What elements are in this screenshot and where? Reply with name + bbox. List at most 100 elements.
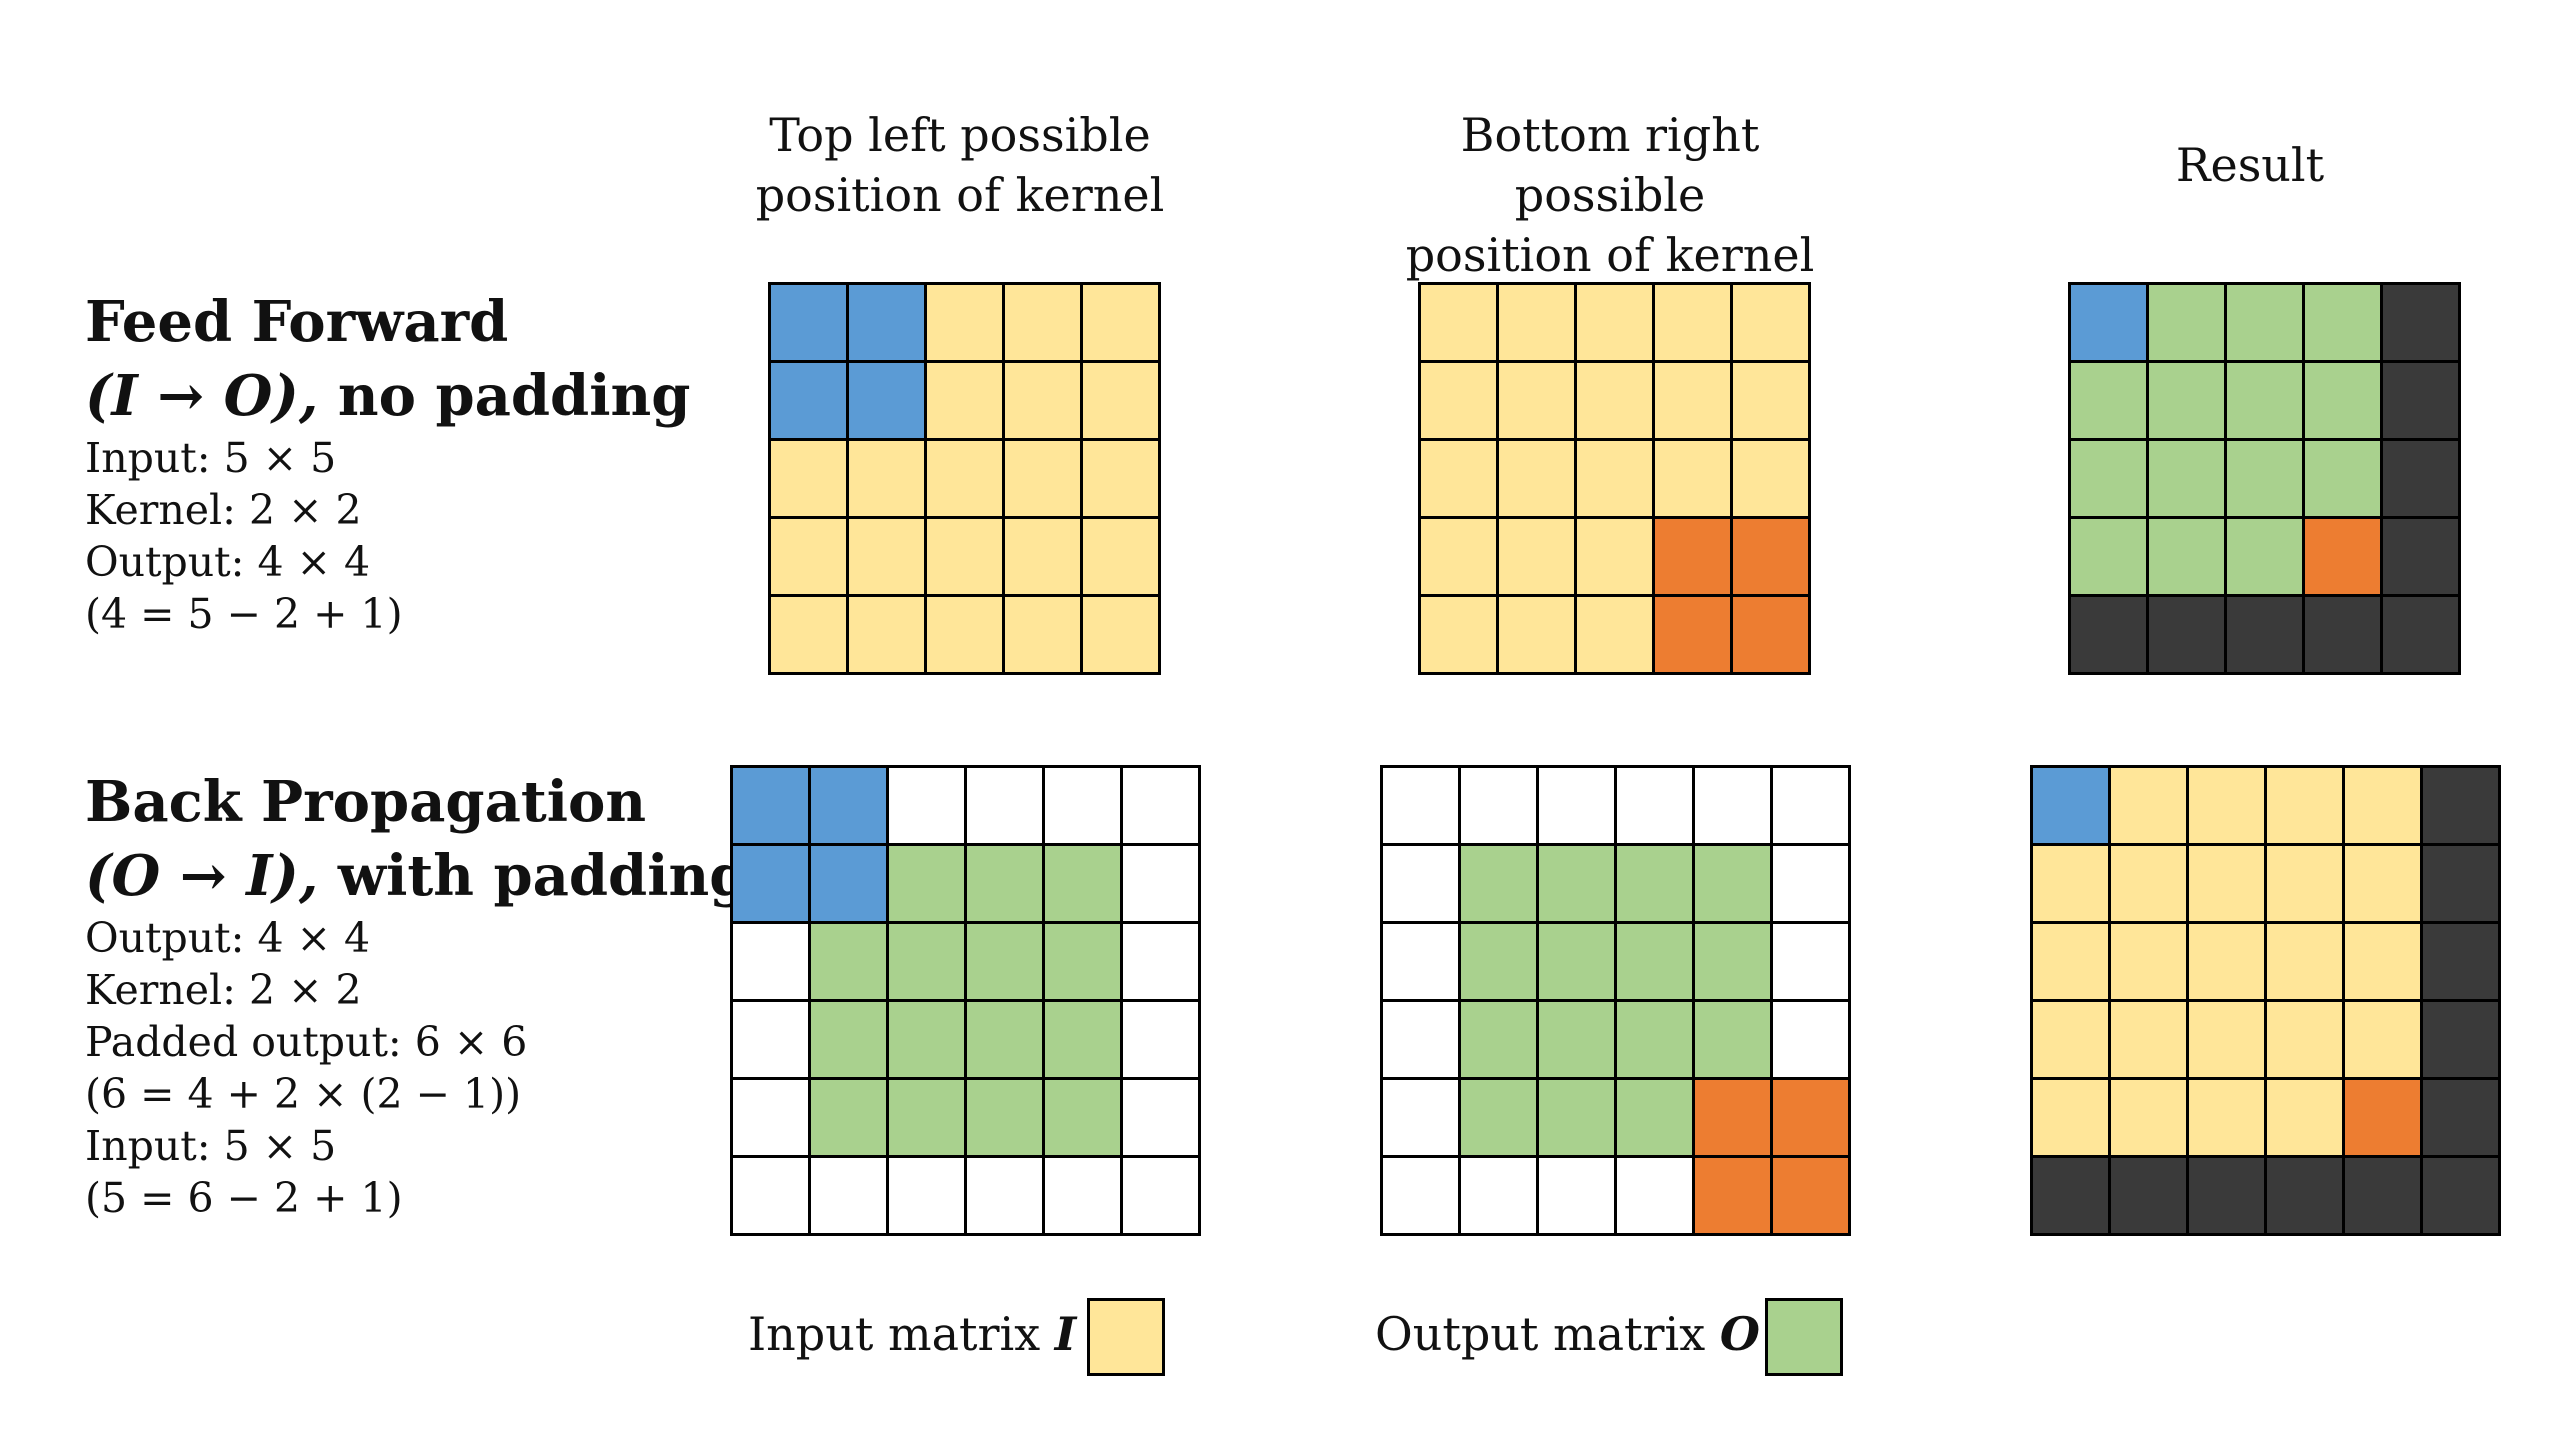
header-top-left-kernel: Top left possible position of kernel (740, 105, 1180, 225)
input-cell (2345, 1002, 2423, 1080)
input-cell (771, 519, 849, 597)
input-cell (2189, 1080, 2267, 1158)
excluded-cell (2189, 1158, 2267, 1236)
output-cell (1539, 1002, 1617, 1080)
feed-forward-title-line2: (I → O), no padding (85, 359, 690, 433)
header-bottom-right-line2: position of kernel (1405, 228, 1815, 282)
output-cell (967, 846, 1045, 924)
input-cell (1577, 441, 1655, 519)
padding-cell (1045, 768, 1123, 846)
excluded-cell (2305, 597, 2383, 675)
header-result: Result (2050, 135, 2450, 195)
input-cell (1421, 441, 1499, 519)
kernel-end-cell (1655, 519, 1733, 597)
output-cell (1617, 924, 1695, 1002)
feed-forward-padding-note: no padding (318, 363, 691, 429)
legend-input-label: Input matrix I (748, 1304, 1076, 1364)
input-cell (927, 363, 1005, 441)
output-cell (2071, 441, 2149, 519)
padding-cell (1617, 768, 1695, 846)
ff-line-equation: (4 = 5 − 2 + 1) (85, 590, 403, 638)
excluded-cell (2383, 441, 2461, 519)
output-cell (967, 1080, 1045, 1158)
output-cell (2305, 441, 2383, 519)
input-cell (1499, 519, 1577, 597)
input-cell (2189, 768, 2267, 846)
padding-cell (733, 1002, 811, 1080)
input-cell (2033, 924, 2111, 1002)
header-result-label: Result (2175, 138, 2325, 192)
input-cell (1499, 597, 1577, 675)
output-cell (2149, 519, 2227, 597)
input-cell (2111, 1080, 2189, 1158)
output-cell (889, 924, 967, 1002)
output-cell (2227, 363, 2305, 441)
padding-cell (733, 1080, 811, 1158)
input-cell (771, 441, 849, 519)
input-cell (2267, 768, 2345, 846)
header-top-left-line1: Top left possible (769, 108, 1151, 162)
input-cell (2345, 924, 2423, 1002)
output-cell (1539, 924, 1617, 1002)
output-cell (1045, 924, 1123, 1002)
kernel-end-cell (2345, 1080, 2423, 1158)
input-cell (1577, 363, 1655, 441)
output-cell (811, 1080, 889, 1158)
input-cell (1421, 597, 1499, 675)
kernel-end-cell (1773, 1080, 1851, 1158)
kernel-start-cell (849, 285, 927, 363)
padding-cell (733, 1158, 811, 1236)
input-cell (1083, 285, 1161, 363)
padding-cell (1123, 924, 1201, 1002)
input-cell (2345, 846, 2423, 924)
padding-cell (1773, 846, 1851, 924)
padding-cell (811, 1158, 889, 1236)
output-cell (1461, 924, 1539, 1002)
input-cell (927, 441, 1005, 519)
bp-line-output: Output: 4 × 4 (85, 914, 371, 962)
excluded-cell (2033, 1158, 2111, 1236)
input-cell (1421, 285, 1499, 363)
output-cell (1617, 1080, 1695, 1158)
bp-line-input-equation: (5 = 6 − 2 + 1) (85, 1174, 403, 1222)
output-cell (1617, 1002, 1695, 1080)
output-cell (1617, 846, 1695, 924)
kernel-end-cell (1733, 597, 1811, 675)
output-cell (967, 924, 1045, 1002)
padding-cell (1617, 1158, 1695, 1236)
legend-output-symbol: O (1719, 1307, 1760, 1361)
padding-cell (1695, 768, 1773, 846)
bp-line-padded: Padded output: 6 × 6 (85, 1018, 528, 1066)
back-propagation-title: Back Propagation (O → I), with padding (85, 765, 748, 913)
input-cell (2111, 1002, 2189, 1080)
legend-output-swatch (1765, 1298, 1843, 1376)
input-cell (2267, 846, 2345, 924)
kernel-end-cell (1733, 519, 1811, 597)
padding-cell (1123, 1080, 1201, 1158)
kernel-start-cell (733, 768, 811, 846)
output-cell (1695, 924, 1773, 1002)
padding-cell (1383, 1158, 1461, 1236)
back-propagation-padding-note: with padding (318, 843, 749, 909)
input-cell (1733, 363, 1811, 441)
padding-cell (1123, 846, 1201, 924)
ff-top-left-grid (768, 282, 1161, 675)
padding-cell (1383, 768, 1461, 846)
output-cell (2149, 285, 2227, 363)
input-cell (1005, 597, 1083, 675)
input-cell (2111, 846, 2189, 924)
padding-cell (1773, 1002, 1851, 1080)
input-cell (927, 519, 1005, 597)
output-cell (2071, 363, 2149, 441)
padding-cell (1383, 1002, 1461, 1080)
padding-cell (1123, 1002, 1201, 1080)
input-cell (1083, 363, 1161, 441)
input-cell (1577, 519, 1655, 597)
input-cell (1577, 597, 1655, 675)
input-cell (849, 441, 927, 519)
excluded-cell (2423, 1158, 2501, 1236)
excluded-cell (2071, 597, 2149, 675)
excluded-cell (2383, 363, 2461, 441)
padding-cell (889, 768, 967, 846)
excluded-cell (2383, 519, 2461, 597)
